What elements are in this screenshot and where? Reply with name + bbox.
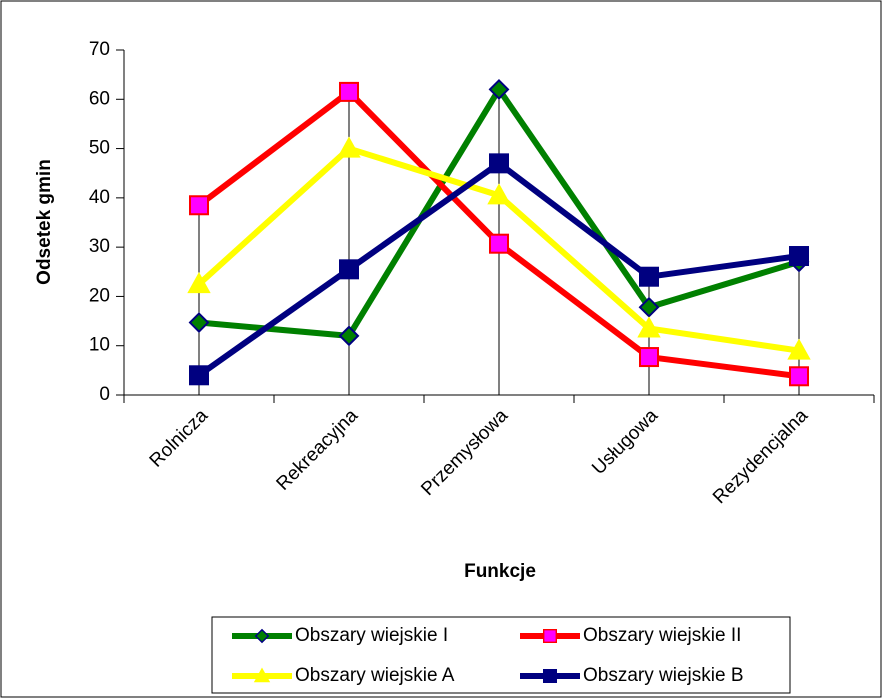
marker xyxy=(637,316,661,338)
marker xyxy=(337,136,361,158)
y-tick-label: 50 xyxy=(89,138,110,159)
marker xyxy=(338,325,360,347)
marker xyxy=(639,266,659,287)
marker xyxy=(339,81,359,102)
marker xyxy=(489,153,509,174)
marker xyxy=(187,272,211,294)
marker xyxy=(639,347,659,368)
legend-label: Obszary wiejskie B xyxy=(583,665,744,686)
marker xyxy=(188,312,210,333)
legend-box xyxy=(211,616,791,694)
marker xyxy=(542,629,557,644)
y-tick-label: 30 xyxy=(89,236,110,257)
y-tick-label: 70 xyxy=(89,39,110,60)
y-axis-label: Odsetek gmin xyxy=(34,159,55,285)
marker xyxy=(542,669,557,684)
marker xyxy=(789,366,809,387)
x-axis-label: Funkcje xyxy=(464,561,536,582)
marker xyxy=(254,628,270,644)
y-tick-label: 40 xyxy=(89,187,110,208)
series xyxy=(189,153,809,386)
y-tick-label: 0 xyxy=(99,384,110,405)
legend-label: Obszary wiejskie II xyxy=(583,625,741,646)
legend-label: Obszary wiejskie A xyxy=(295,665,455,686)
marker xyxy=(189,365,209,386)
marker xyxy=(189,195,209,216)
marker xyxy=(253,667,271,683)
marker xyxy=(787,338,811,360)
marker xyxy=(789,246,809,267)
marker xyxy=(489,233,509,254)
y-tick-label: 10 xyxy=(89,335,110,356)
y-tick-label: 20 xyxy=(89,285,110,306)
marker xyxy=(638,296,660,318)
series xyxy=(189,81,809,387)
marker xyxy=(339,259,359,280)
legend-label: Obszary wiejskie I xyxy=(295,625,448,646)
y-tick-label: 60 xyxy=(89,88,110,109)
marker xyxy=(488,79,510,100)
series xyxy=(187,136,811,360)
marker xyxy=(487,183,511,205)
